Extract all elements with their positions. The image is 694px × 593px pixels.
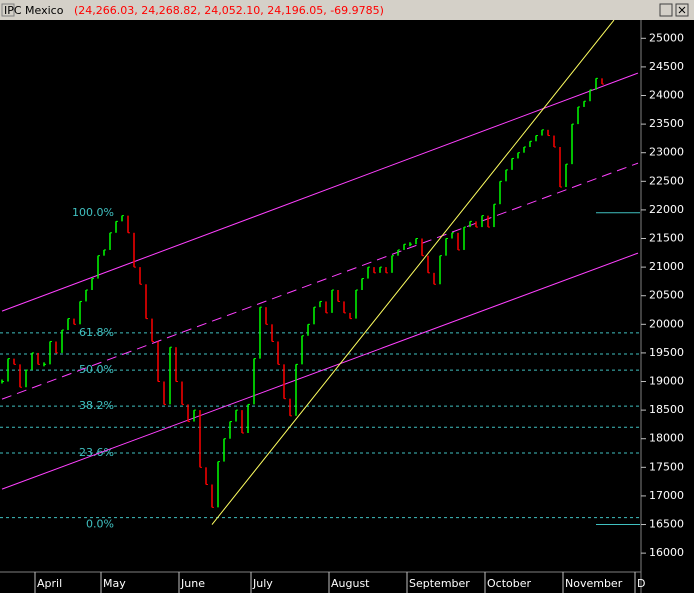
fib-label: 100.0%: [72, 206, 114, 219]
y-tick-label: 20500: [649, 289, 684, 302]
y-tick-label: 21500: [649, 232, 684, 245]
y-tick-label: 18000: [649, 432, 684, 445]
y-tick-label: 22000: [649, 203, 684, 216]
x-tick-label: May: [103, 577, 126, 590]
close-icon: [678, 6, 686, 14]
y-tick-label: 19500: [649, 346, 684, 359]
fib-label: 23.6%: [79, 446, 114, 459]
window-icon: [1, 3, 15, 17]
y-tick-label: 22500: [649, 174, 684, 187]
x-tick-label: October: [487, 577, 531, 590]
y-tick-label: 20000: [649, 317, 684, 330]
x-tick-label: September: [409, 577, 470, 590]
y-tick-label: 24000: [649, 89, 684, 102]
trendline: [211, 19, 615, 525]
fib-label: 50.0%: [79, 363, 114, 376]
chart-subtitle: (24,266.03, 24,268.82, 24,052.10, 24,196…: [74, 4, 384, 17]
y-tick-label: 25000: [649, 31, 684, 44]
y-tick-label: 21000: [649, 260, 684, 273]
maximize-button[interactable]: [659, 3, 673, 17]
y-tick-label: 23000: [649, 146, 684, 159]
x-tick-label: July: [252, 577, 273, 590]
x-tick-label: November: [565, 577, 623, 590]
title-bar: [0, 0, 694, 20]
trendline: [1, 252, 639, 490]
trendline: [1, 72, 639, 312]
chart-title: IPC Mexico: [4, 4, 64, 17]
y-tick-label: 16000: [649, 546, 684, 559]
y-tick-label: 19000: [649, 375, 684, 388]
fib-label: 38.2%: [79, 399, 114, 412]
x-tick-label: D: [637, 577, 645, 590]
y-tick-label: 24500: [649, 60, 684, 73]
x-tick-label: April: [37, 577, 62, 590]
trendline: [1, 162, 639, 400]
y-tick-label: 18500: [649, 403, 684, 416]
y-tick-label: 16500: [649, 518, 684, 531]
y-tick-label: 23500: [649, 117, 684, 130]
x-tick-label: August: [331, 577, 370, 590]
plot-area: [0, 20, 641, 572]
x-tick-label: June: [180, 577, 205, 590]
fib-label: 0.0%: [86, 518, 114, 531]
fib-label: 61.8%: [79, 326, 114, 339]
y-tick-label: 17500: [649, 460, 684, 473]
y-tick-label: 17000: [649, 489, 684, 502]
